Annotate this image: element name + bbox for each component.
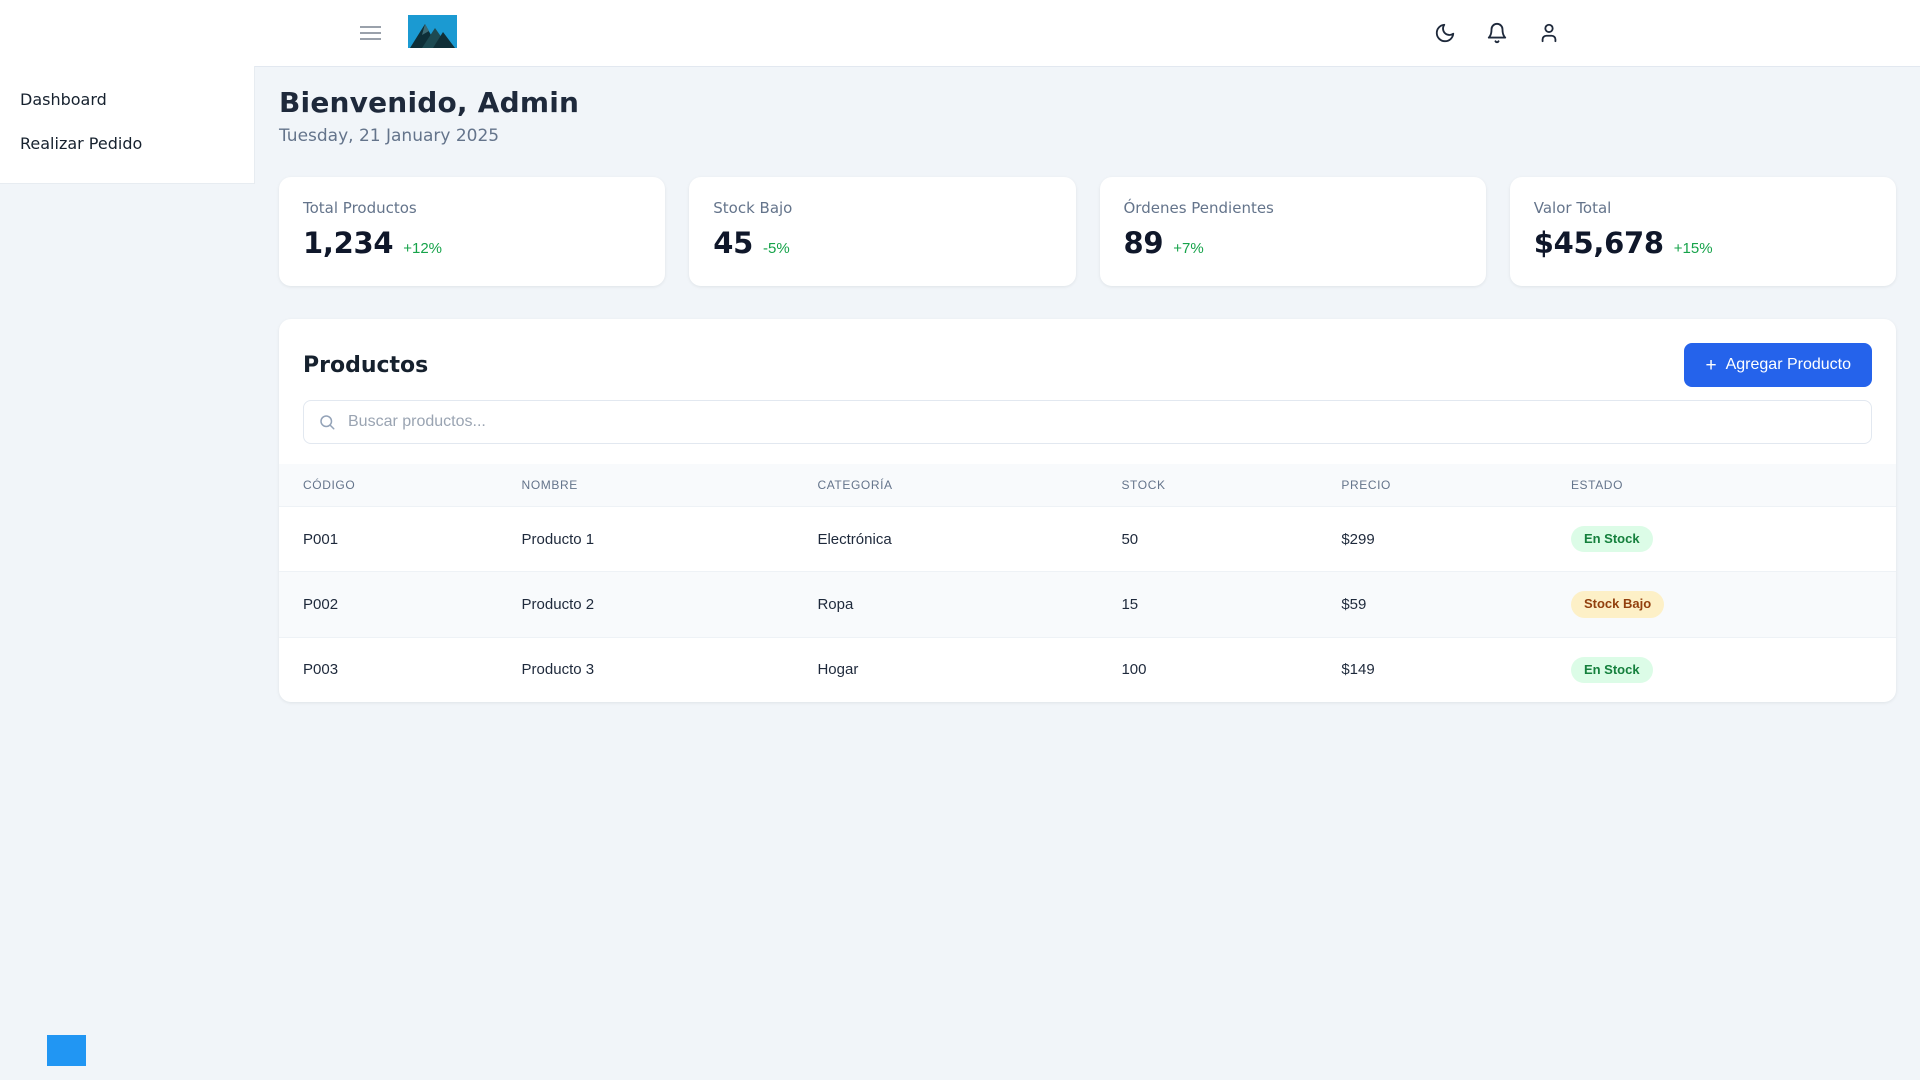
add-product-button[interactable]: + Agregar Producto	[1684, 343, 1872, 387]
products-title: Productos	[303, 352, 429, 378]
stat-label: Órdenes Pendientes	[1123, 199, 1274, 217]
cell-precio: $59	[1341, 571, 1571, 638]
cell-stock: 50	[1121, 506, 1342, 573]
stat-label: Total Productos	[303, 199, 417, 217]
moon-icon[interactable]	[1433, 21, 1457, 45]
user-icon[interactable]	[1537, 21, 1561, 45]
search-input[interactable]	[303, 400, 1872, 444]
hamburger-menu-icon[interactable]	[360, 21, 384, 45]
table-row: P001 Producto 1 Electrónica 50 $299 En S…	[279, 506, 1896, 573]
stat-label: Stock Bajo	[713, 199, 793, 217]
cell-precio: $149	[1341, 661, 1375, 679]
stat-value: 1,234	[303, 226, 394, 260]
cell-nombre: Producto 2	[521, 571, 818, 638]
stat-delta: +12%	[403, 240, 443, 257]
column-header-categoria: CATEGORÍA	[817, 464, 1122, 507]
sidebar-item-dashboard[interactable]: Dashboard	[0, 77, 254, 121]
stat-card-stock-bajo: Stock Bajo 45 -5%	[689, 177, 1076, 286]
table-row: P003 Producto 3 Hogar 100 $149 En Stock	[279, 637, 1896, 702]
column-header-estado: ESTADO	[1570, 464, 1896, 507]
page-title: Bienvenido, Admin	[279, 86, 580, 119]
bell-icon[interactable]	[1485, 21, 1509, 45]
stat-label: Valor Total	[1533, 199, 1612, 217]
cell-codigo: P001	[279, 506, 522, 573]
stat-delta: +15%	[1673, 240, 1713, 257]
status-badge: Stock Bajo	[1570, 591, 1665, 618]
cell-stock: 15	[1121, 571, 1342, 638]
plus-icon: +	[1705, 354, 1717, 376]
sidebar-item-label: Dashboard	[20, 89, 107, 109]
cell-stock: 100	[1121, 661, 1147, 679]
status-badge: En Stock	[1570, 526, 1653, 553]
top-navbar	[0, 0, 1920, 67]
cell-categoria: Ropa	[817, 571, 1122, 638]
cell-precio: $299	[1341, 506, 1571, 573]
column-header-precio: PRECIO	[1341, 464, 1571, 507]
stat-card-valor-total: Valor Total $45,678 +15%	[1509, 177, 1896, 286]
add-product-button-label: Agregar Producto	[1725, 356, 1851, 373]
navbar-actions	[1433, 21, 1561, 45]
column-header-stock: STOCK	[1121, 464, 1342, 507]
stat-card-total-productos: Total Productos 1,234 +12%	[279, 177, 666, 286]
main-content: Bienvenido, Admin Tuesday, 21 January 20…	[0, 66, 1920, 1080]
stat-value: $45,678	[1533, 226, 1664, 260]
sidebar-item-label: Realizar Pedido	[20, 133, 143, 153]
cell-codigo: P003	[303, 661, 339, 679]
page-date: Tuesday, 21 January 2025	[279, 126, 500, 146]
stat-card-ordenes-pendientes: Órdenes Pendientes 89 +7%	[1099, 177, 1486, 286]
column-header-codigo: CÓDIGO	[279, 464, 522, 507]
table-header-row: CÓDIGO NOMBRE CATEGORÍA STOCK PRECIO EST…	[279, 464, 1896, 507]
sidebar: Dashboard Realizar Pedido	[0, 66, 255, 184]
products-table: CÓDIGO NOMBRE CATEGORÍA STOCK PRECIO EST…	[279, 464, 1896, 702]
stat-value: 45	[713, 226, 754, 260]
app-logo-image	[408, 15, 457, 48]
search-icon	[320, 415, 335, 430]
blue-placeholder-square	[47, 1035, 86, 1066]
cell-nombre: Producto 1	[521, 506, 818, 573]
stat-delta: +7%	[1173, 240, 1204, 257]
table-row: P002 Producto 2 Ropa 15 $59 Stock Bajo	[279, 571, 1896, 638]
column-header-nombre: NOMBRE	[521, 464, 818, 507]
stat-delta: -5%	[763, 240, 790, 257]
stat-cards: Total Productos 1,234 +12% Stock Bajo 45…	[279, 177, 1896, 286]
stat-value: 89	[1123, 226, 1164, 260]
cell-nombre: Producto 3	[521, 661, 595, 679]
cell-categoria: Electrónica	[817, 506, 1122, 573]
cell-categoria: Hogar	[817, 661, 859, 679]
products-panel: Productos + Agregar Producto CÓDIGO	[279, 319, 1896, 702]
sidebar-item-realizar-pedido[interactable]: Realizar Pedido	[0, 121, 254, 165]
status-badge: En Stock	[1570, 656, 1653, 683]
cell-codigo: P002	[279, 571, 522, 638]
